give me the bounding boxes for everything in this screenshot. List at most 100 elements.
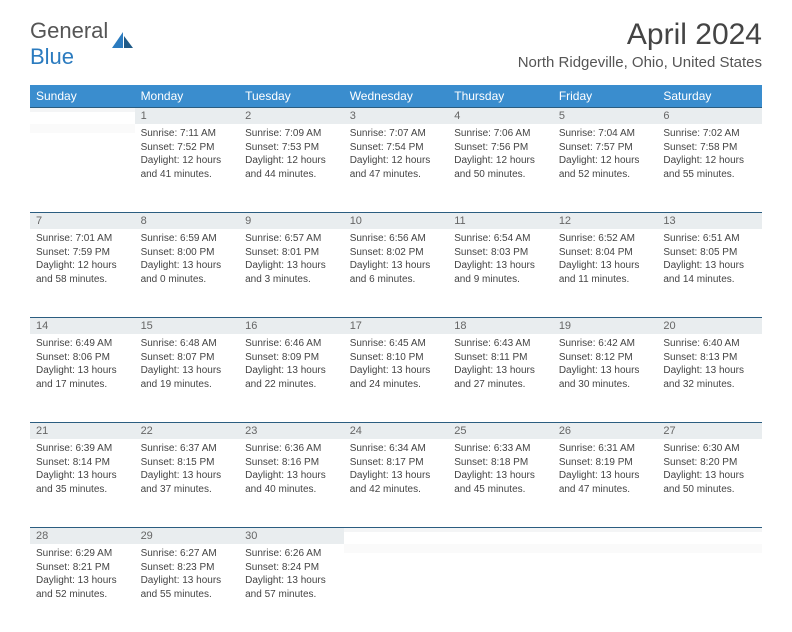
day-cell: Sunrise: 6:29 AMSunset: 8:21 PMDaylight:… <box>30 544 135 607</box>
daylight-line: Daylight: 12 hours and 55 minutes. <box>663 154 756 181</box>
daylight-line: Daylight: 12 hours and 41 minutes. <box>141 154 234 181</box>
sunrise-line: Sunrise: 6:40 AM <box>663 337 756 351</box>
day-number <box>553 527 658 532</box>
daylight-line: Daylight: 13 hours and 37 minutes. <box>141 469 234 496</box>
day-cell: Sunrise: 7:06 AMSunset: 7:56 PMDaylight:… <box>448 124 553 187</box>
daylight-line: Daylight: 12 hours and 52 minutes. <box>559 154 652 181</box>
weekday-header: Sunday <box>30 85 135 107</box>
daylight-line: Daylight: 13 hours and 47 minutes. <box>559 469 652 496</box>
day-cell: Sunrise: 7:01 AMSunset: 7:59 PMDaylight:… <box>30 229 135 292</box>
day-cell <box>30 124 135 133</box>
sunset-line: Sunset: 8:15 PM <box>141 456 234 470</box>
sunrise-line: Sunrise: 6:39 AM <box>36 442 129 456</box>
day-cell: Sunrise: 6:43 AMSunset: 8:11 PMDaylight:… <box>448 334 553 397</box>
daylight-line: Daylight: 13 hours and 0 minutes. <box>141 259 234 286</box>
day-cell: Sunrise: 7:02 AMSunset: 7:58 PMDaylight:… <box>657 124 762 187</box>
daylight-line: Daylight: 13 hours and 42 minutes. <box>350 469 443 496</box>
sunrise-line: Sunrise: 7:01 AM <box>36 232 129 246</box>
day-number: 9 <box>239 212 344 229</box>
daylight-line: Daylight: 13 hours and 22 minutes. <box>245 364 338 391</box>
calendar-table: SundayMondayTuesdayWednesdayThursdayFrid… <box>30 85 762 632</box>
sunrise-line: Sunrise: 7:07 AM <box>350 127 443 141</box>
sunset-line: Sunset: 8:07 PM <box>141 351 234 365</box>
day-number: 25 <box>448 422 553 439</box>
day-number: 16 <box>239 317 344 334</box>
sunset-line: Sunset: 7:54 PM <box>350 141 443 155</box>
day-cell: Sunrise: 7:07 AMSunset: 7:54 PMDaylight:… <box>344 124 449 187</box>
daylight-line: Daylight: 13 hours and 11 minutes. <box>559 259 652 286</box>
day-cell: Sunrise: 6:39 AMSunset: 8:14 PMDaylight:… <box>30 439 135 502</box>
sunrise-line: Sunrise: 6:49 AM <box>36 337 129 351</box>
weekday-header: Saturday <box>657 85 762 107</box>
daylight-line: Daylight: 13 hours and 45 minutes. <box>454 469 547 496</box>
day-cell: Sunrise: 7:11 AMSunset: 7:52 PMDaylight:… <box>135 124 240 187</box>
sunrise-line: Sunrise: 6:29 AM <box>36 547 129 561</box>
day-number: 11 <box>448 212 553 229</box>
day-cell: Sunrise: 6:40 AMSunset: 8:13 PMDaylight:… <box>657 334 762 397</box>
sunrise-line: Sunrise: 6:31 AM <box>559 442 652 456</box>
weekday-header: Thursday <box>448 85 553 107</box>
sunset-line: Sunset: 8:04 PM <box>559 246 652 260</box>
sail-icon <box>112 32 134 48</box>
weekday-header: Wednesday <box>344 85 449 107</box>
daylight-line: Daylight: 13 hours and 9 minutes. <box>454 259 547 286</box>
title-area: April 2024 North Ridgeville, Ohio, Unite… <box>518 18 762 71</box>
day-number: 8 <box>135 212 240 229</box>
sunrise-line: Sunrise: 7:02 AM <box>663 127 756 141</box>
day-cell <box>553 544 658 553</box>
daylight-line: Daylight: 12 hours and 47 minutes. <box>350 154 443 181</box>
sunset-line: Sunset: 8:03 PM <box>454 246 547 260</box>
day-number: 7 <box>30 212 135 229</box>
daylight-line: Daylight: 13 hours and 57 minutes. <box>245 574 338 601</box>
day-number: 19 <box>553 317 658 334</box>
sunrise-line: Sunrise: 7:06 AM <box>454 127 547 141</box>
sunrise-line: Sunrise: 6:48 AM <box>141 337 234 351</box>
sunset-line: Sunset: 7:53 PM <box>245 141 338 155</box>
day-number: 1 <box>135 107 240 124</box>
daylight-line: Daylight: 13 hours and 19 minutes. <box>141 364 234 391</box>
month-title: April 2024 <box>518 18 762 52</box>
day-number <box>448 527 553 532</box>
sunrise-line: Sunrise: 7:11 AM <box>141 127 234 141</box>
day-number: 28 <box>30 527 135 544</box>
day-cell: Sunrise: 6:46 AMSunset: 8:09 PMDaylight:… <box>239 334 344 397</box>
sunset-line: Sunset: 8:19 PM <box>559 456 652 470</box>
day-cell: Sunrise: 6:45 AMSunset: 8:10 PMDaylight:… <box>344 334 449 397</box>
daylight-line: Daylight: 13 hours and 50 minutes. <box>663 469 756 496</box>
sunset-line: Sunset: 7:52 PM <box>141 141 234 155</box>
sunset-line: Sunset: 8:11 PM <box>454 351 547 365</box>
brand-text: General Blue <box>30 18 108 70</box>
day-cell: Sunrise: 6:57 AMSunset: 8:01 PMDaylight:… <box>239 229 344 292</box>
calendar-head: SundayMondayTuesdayWednesdayThursdayFrid… <box>30 85 762 107</box>
sunrise-line: Sunrise: 6:52 AM <box>559 232 652 246</box>
sunrise-line: Sunrise: 6:54 AM <box>454 232 547 246</box>
daylight-line: Daylight: 13 hours and 35 minutes. <box>36 469 129 496</box>
day-number: 30 <box>239 527 344 544</box>
day-number: 24 <box>344 422 449 439</box>
daylight-line: Daylight: 13 hours and 40 minutes. <box>245 469 338 496</box>
sunrise-line: Sunrise: 6:36 AM <box>245 442 338 456</box>
sunrise-line: Sunrise: 6:59 AM <box>141 232 234 246</box>
day-cell: Sunrise: 6:54 AMSunset: 8:03 PMDaylight:… <box>448 229 553 292</box>
day-cell: Sunrise: 6:27 AMSunset: 8:23 PMDaylight:… <box>135 544 240 607</box>
day-number: 29 <box>135 527 240 544</box>
sunset-line: Sunset: 8:16 PM <box>245 456 338 470</box>
day-number: 2 <box>239 107 344 124</box>
daylight-line: Daylight: 13 hours and 3 minutes. <box>245 259 338 286</box>
sunset-line: Sunset: 7:57 PM <box>559 141 652 155</box>
day-cell: Sunrise: 6:59 AMSunset: 8:00 PMDaylight:… <box>135 229 240 292</box>
sunset-line: Sunset: 8:24 PM <box>245 561 338 575</box>
weekday-header: Friday <box>553 85 658 107</box>
weekday-header: Tuesday <box>239 85 344 107</box>
brand-word1: General <box>30 18 108 43</box>
sunset-line: Sunset: 8:20 PM <box>663 456 756 470</box>
sunrise-line: Sunrise: 6:42 AM <box>559 337 652 351</box>
day-cell: Sunrise: 6:37 AMSunset: 8:15 PMDaylight:… <box>135 439 240 502</box>
sunset-line: Sunset: 8:13 PM <box>663 351 756 365</box>
sunrise-line: Sunrise: 7:09 AM <box>245 127 338 141</box>
day-cell: Sunrise: 6:36 AMSunset: 8:16 PMDaylight:… <box>239 439 344 502</box>
sunrise-line: Sunrise: 6:46 AM <box>245 337 338 351</box>
day-number: 15 <box>135 317 240 334</box>
sunset-line: Sunset: 8:21 PM <box>36 561 129 575</box>
brand-logo: General Blue <box>30 18 134 70</box>
